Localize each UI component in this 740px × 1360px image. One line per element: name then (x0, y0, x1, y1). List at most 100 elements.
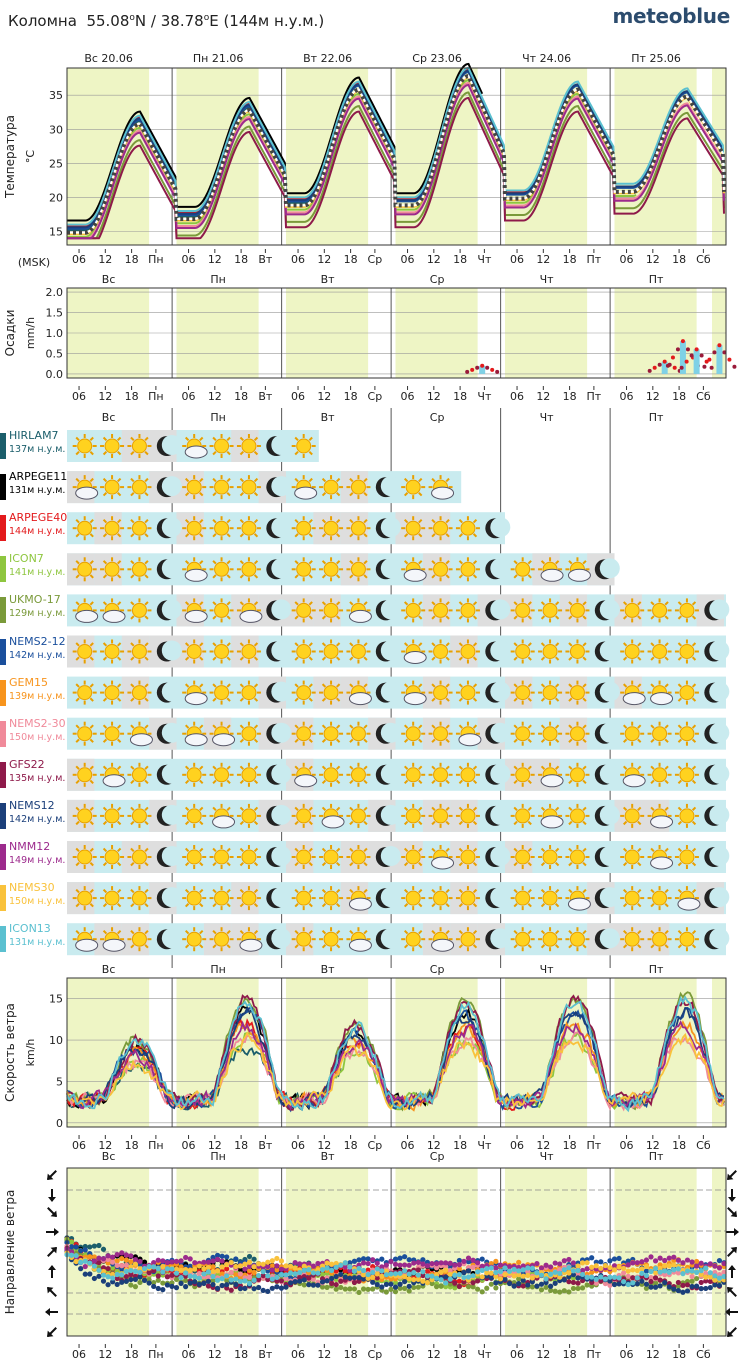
daylight-band (176, 1168, 259, 1336)
sun-icon (127, 434, 152, 458)
sun-icon (72, 598, 99, 623)
sun-icon (291, 639, 316, 664)
sun-ray (349, 683, 354, 688)
sun-icon (428, 680, 453, 705)
sun-disc (77, 685, 93, 701)
sun-disc (460, 890, 476, 906)
sun-ray (403, 888, 409, 894)
sun-icon (100, 721, 125, 746)
sun-ray (650, 765, 655, 770)
sun-ray (184, 930, 190, 935)
sun-icon (209, 680, 234, 705)
sun-ray (540, 724, 546, 729)
sun-ray (130, 765, 135, 770)
sun-ray (144, 574, 149, 579)
wind-direction-dot (703, 1270, 709, 1276)
precip-dot (689, 353, 694, 358)
wind-direction-dot (406, 1276, 412, 1282)
moon-icon (156, 599, 182, 621)
wind-direction-dot (160, 1263, 166, 1270)
sun-ray (650, 601, 655, 606)
wind-direction-dot (379, 1268, 385, 1274)
sun-ray (540, 861, 546, 867)
arrow-head (728, 1197, 736, 1202)
hour-label: 06 (291, 253, 305, 266)
moon-cut (709, 722, 730, 743)
hour-label: 06 (401, 1139, 415, 1152)
sun-ray (212, 724, 217, 729)
sun-ray (117, 847, 122, 853)
sun-icon (182, 598, 208, 623)
sun-icon (538, 927, 563, 952)
sun-ray (513, 601, 518, 606)
sun-ray (308, 642, 313, 647)
sun-icon (346, 639, 371, 664)
sun-ray (226, 601, 231, 606)
sun-ray (199, 560, 204, 565)
wind-direction-dot (388, 1286, 394, 1292)
sun-ray (431, 930, 436, 935)
sun-ray (294, 765, 299, 770)
sun-ray (199, 806, 204, 811)
precip-axis-title: Осадки (3, 310, 17, 357)
moon-icon (704, 804, 730, 826)
sun-ray (691, 806, 697, 811)
arrow-head (47, 1173, 54, 1180)
wind-direction-dot (475, 1278, 481, 1284)
sun-ray (363, 656, 368, 661)
precip-dot (694, 347, 699, 352)
wind-direction-dot (579, 1260, 586, 1266)
sun-ray (336, 903, 341, 908)
wind-direction-dot (534, 1283, 540, 1289)
sun-icon (401, 886, 426, 911)
hour-label: 18 (672, 390, 686, 403)
sun-ray (472, 642, 478, 647)
cloud-icon (129, 733, 153, 747)
wind-direction-dot (602, 1280, 608, 1287)
wind-direction-dot (319, 1272, 326, 1278)
sun-ray (349, 930, 354, 935)
wind-direction-dot (520, 1283, 526, 1289)
sun-ray (75, 861, 80, 867)
sun-ray (445, 642, 450, 647)
sun-icon (428, 803, 453, 828)
altitude: (144м н.у.м.) (223, 12, 325, 30)
wind-direction-dot (283, 1284, 289, 1290)
sun-ray (418, 642, 423, 647)
moon-icon (485, 517, 511, 539)
day-label: Пн (210, 963, 225, 976)
sun-ray (212, 903, 217, 908)
sun-icon (510, 639, 535, 664)
wind-direction-dot (201, 1266, 207, 1272)
wind-arrow-icon (48, 1265, 56, 1278)
sun-ray (130, 724, 135, 729)
sun-disc (296, 849, 312, 865)
sun-ray (445, 615, 450, 620)
sun-ray (637, 888, 642, 894)
wind-direction-dot (694, 1283, 700, 1289)
day-label: Пт (649, 1150, 664, 1163)
sun-ray (321, 930, 327, 935)
wind-direction-dot (456, 1283, 462, 1290)
sun-ray (199, 533, 204, 538)
wind-direction-dot (593, 1276, 599, 1282)
wind-direction-dot (639, 1270, 645, 1276)
wind-direction-dot (420, 1261, 426, 1267)
wind-arrow-icon (725, 1308, 738, 1316)
sun-ray (445, 477, 450, 483)
sun-icon (72, 927, 99, 952)
sun-icon (510, 803, 535, 828)
wind-direction-dot (169, 1266, 175, 1272)
sun-icon (510, 598, 535, 623)
sun-ray (321, 492, 327, 497)
sun-ray (637, 601, 642, 606)
model-altitude: 150м н.у.м. (9, 731, 66, 743)
sun-ray (253, 903, 259, 908)
sun-ray (102, 683, 108, 688)
moon-icon (266, 722, 292, 744)
wind-direction-dot (438, 1260, 444, 1266)
sun-ray (418, 492, 423, 497)
cloud-icon (102, 774, 126, 788)
sun-ray (308, 820, 313, 826)
wind-direction-dot (219, 1253, 225, 1259)
